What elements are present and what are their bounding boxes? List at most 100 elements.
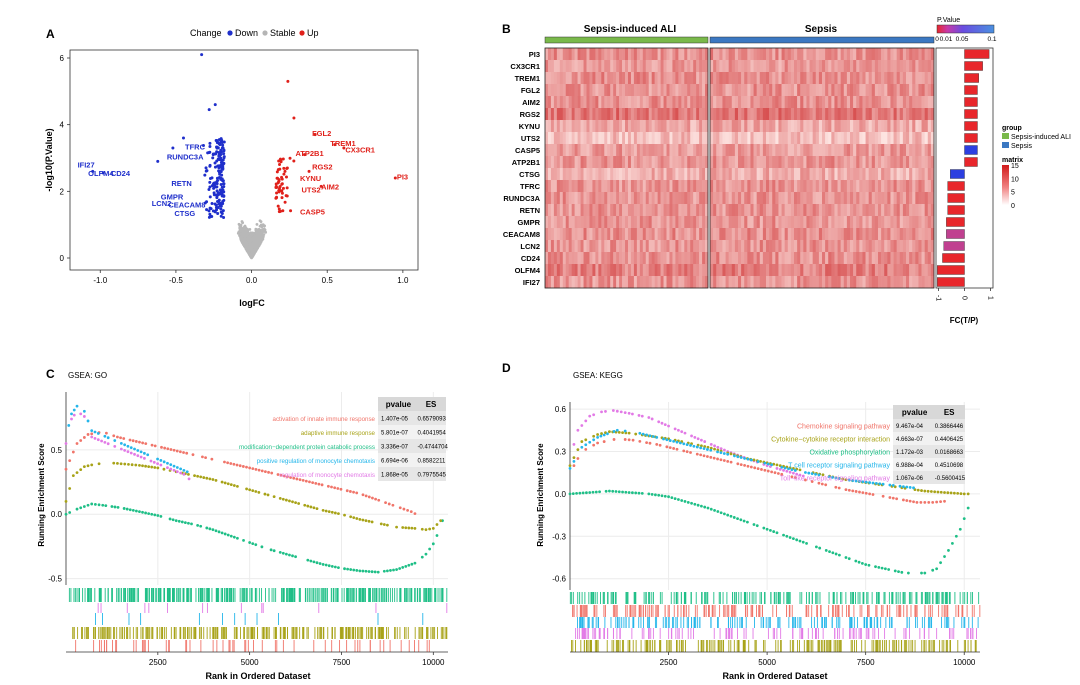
heatmap-cell <box>850 228 854 241</box>
heatmap-cell <box>636 276 641 289</box>
heatmap-cell <box>613 204 617 217</box>
heatmap-cell <box>545 156 549 169</box>
heatmap-cell <box>766 204 770 217</box>
heatmap-cell <box>738 276 742 289</box>
heatmap-cell <box>815 156 820 169</box>
heatmap-cell <box>592 168 596 181</box>
heatmap-cell <box>741 216 745 229</box>
heatmap-cell <box>927 264 932 277</box>
heatmap-cell <box>598 60 602 73</box>
heatmap-cell <box>562 120 567 133</box>
heatmap-cell <box>881 216 885 229</box>
enrichment-point <box>370 520 374 524</box>
heatmap-cell <box>625 84 629 97</box>
heatmap-cell <box>868 96 873 109</box>
heatmap-cell <box>899 132 904 145</box>
heatmap-cell <box>565 276 570 289</box>
heatmap-cell <box>874 60 879 73</box>
heatmap-cell <box>806 192 810 205</box>
heatmap-cell <box>753 120 757 133</box>
heatmap-cell <box>547 120 552 133</box>
heatmap-cell <box>834 180 838 193</box>
heatmap-cell <box>595 204 599 217</box>
heatmap-cell <box>616 48 620 61</box>
heatmap-cell <box>604 72 608 85</box>
heatmap-cell <box>571 48 575 61</box>
heatmap-cell <box>878 228 882 241</box>
heatmap-cell <box>657 252 661 265</box>
heatmap-cell <box>642 84 647 97</box>
heatmap-cell <box>781 216 785 229</box>
fc-bar <box>947 205 965 215</box>
heatmap-cell <box>571 156 575 169</box>
heatmap-cell <box>756 252 761 265</box>
heatmap-cell <box>859 264 863 277</box>
heatmap-cell <box>890 72 894 85</box>
heatmap-cell <box>784 120 789 133</box>
heatmap-cell <box>636 120 641 133</box>
heatmap-cell <box>610 144 614 157</box>
heatmap-cell <box>890 240 894 253</box>
fc-bar <box>964 145 978 155</box>
heatmap-cell <box>622 276 626 289</box>
heatmap-cell <box>690 168 694 181</box>
enrichment-point <box>156 514 160 517</box>
down-point <box>218 143 222 147</box>
heatmap-cell <box>616 192 620 205</box>
heatmap-cell <box>809 252 813 265</box>
heatmap-cell <box>887 96 891 109</box>
up-point <box>281 157 285 161</box>
heatmap-cell <box>921 276 925 289</box>
heatmap-cell <box>803 192 807 205</box>
heatmap-cell <box>831 48 835 61</box>
heatmap-cell <box>613 48 617 61</box>
heatmap-cell <box>559 84 564 97</box>
heatmap-cell <box>890 48 894 61</box>
heatmap-cell <box>815 132 820 145</box>
heatmap-cell <box>654 168 658 181</box>
heatmap-cell <box>896 228 901 241</box>
up-point <box>286 79 290 83</box>
heatmap-cell <box>818 216 823 229</box>
heatmap-cell <box>672 168 676 181</box>
heatmap-cell <box>800 120 804 133</box>
heatmap-cell <box>633 72 638 85</box>
heatmap-cell <box>666 192 670 205</box>
enrichment-point <box>153 466 157 469</box>
heatmap-cell <box>800 228 804 241</box>
heatmap-cell <box>577 60 581 73</box>
heatmap-cell <box>678 60 682 73</box>
heatmap-cell <box>803 180 807 193</box>
heatmap-cell <box>918 264 922 277</box>
heatmap-cell <box>559 180 564 193</box>
heatmap-cell <box>756 216 761 229</box>
heatmap-cell <box>794 240 798 253</box>
heatmap-cell <box>583 48 587 61</box>
heatmap-cell <box>834 204 838 217</box>
down-point <box>213 161 217 165</box>
heatmap-cell <box>906 264 910 277</box>
heatmap-cell <box>556 72 561 85</box>
enrichment-point <box>112 434 116 438</box>
enrichment-point <box>284 498 288 502</box>
heatmap-cell <box>874 168 879 181</box>
heatmap-cell <box>639 216 644 229</box>
heatmap-cell <box>825 48 829 61</box>
heatmap-cell <box>828 108 832 121</box>
heatmap-cell <box>766 168 770 181</box>
heatmap-cell <box>545 132 549 145</box>
heatmap-cell <box>681 84 685 97</box>
heatmap-cell <box>645 108 650 121</box>
heatmap-cell <box>722 72 726 85</box>
heatmap-cell <box>784 48 789 61</box>
heatmap-cell <box>787 276 792 289</box>
heatmap-cell <box>769 84 773 97</box>
heatmap-cell <box>681 96 685 109</box>
heatmap-cell <box>902 240 907 253</box>
group-legend-sepsis: Sepsis <box>1011 143 1033 150</box>
heatmap-cell <box>639 228 644 241</box>
panel-label-a: A <box>46 27 55 41</box>
heatmap-cell <box>896 48 901 61</box>
heatmap-cell <box>619 84 623 97</box>
heatmap-cell <box>699 144 703 157</box>
